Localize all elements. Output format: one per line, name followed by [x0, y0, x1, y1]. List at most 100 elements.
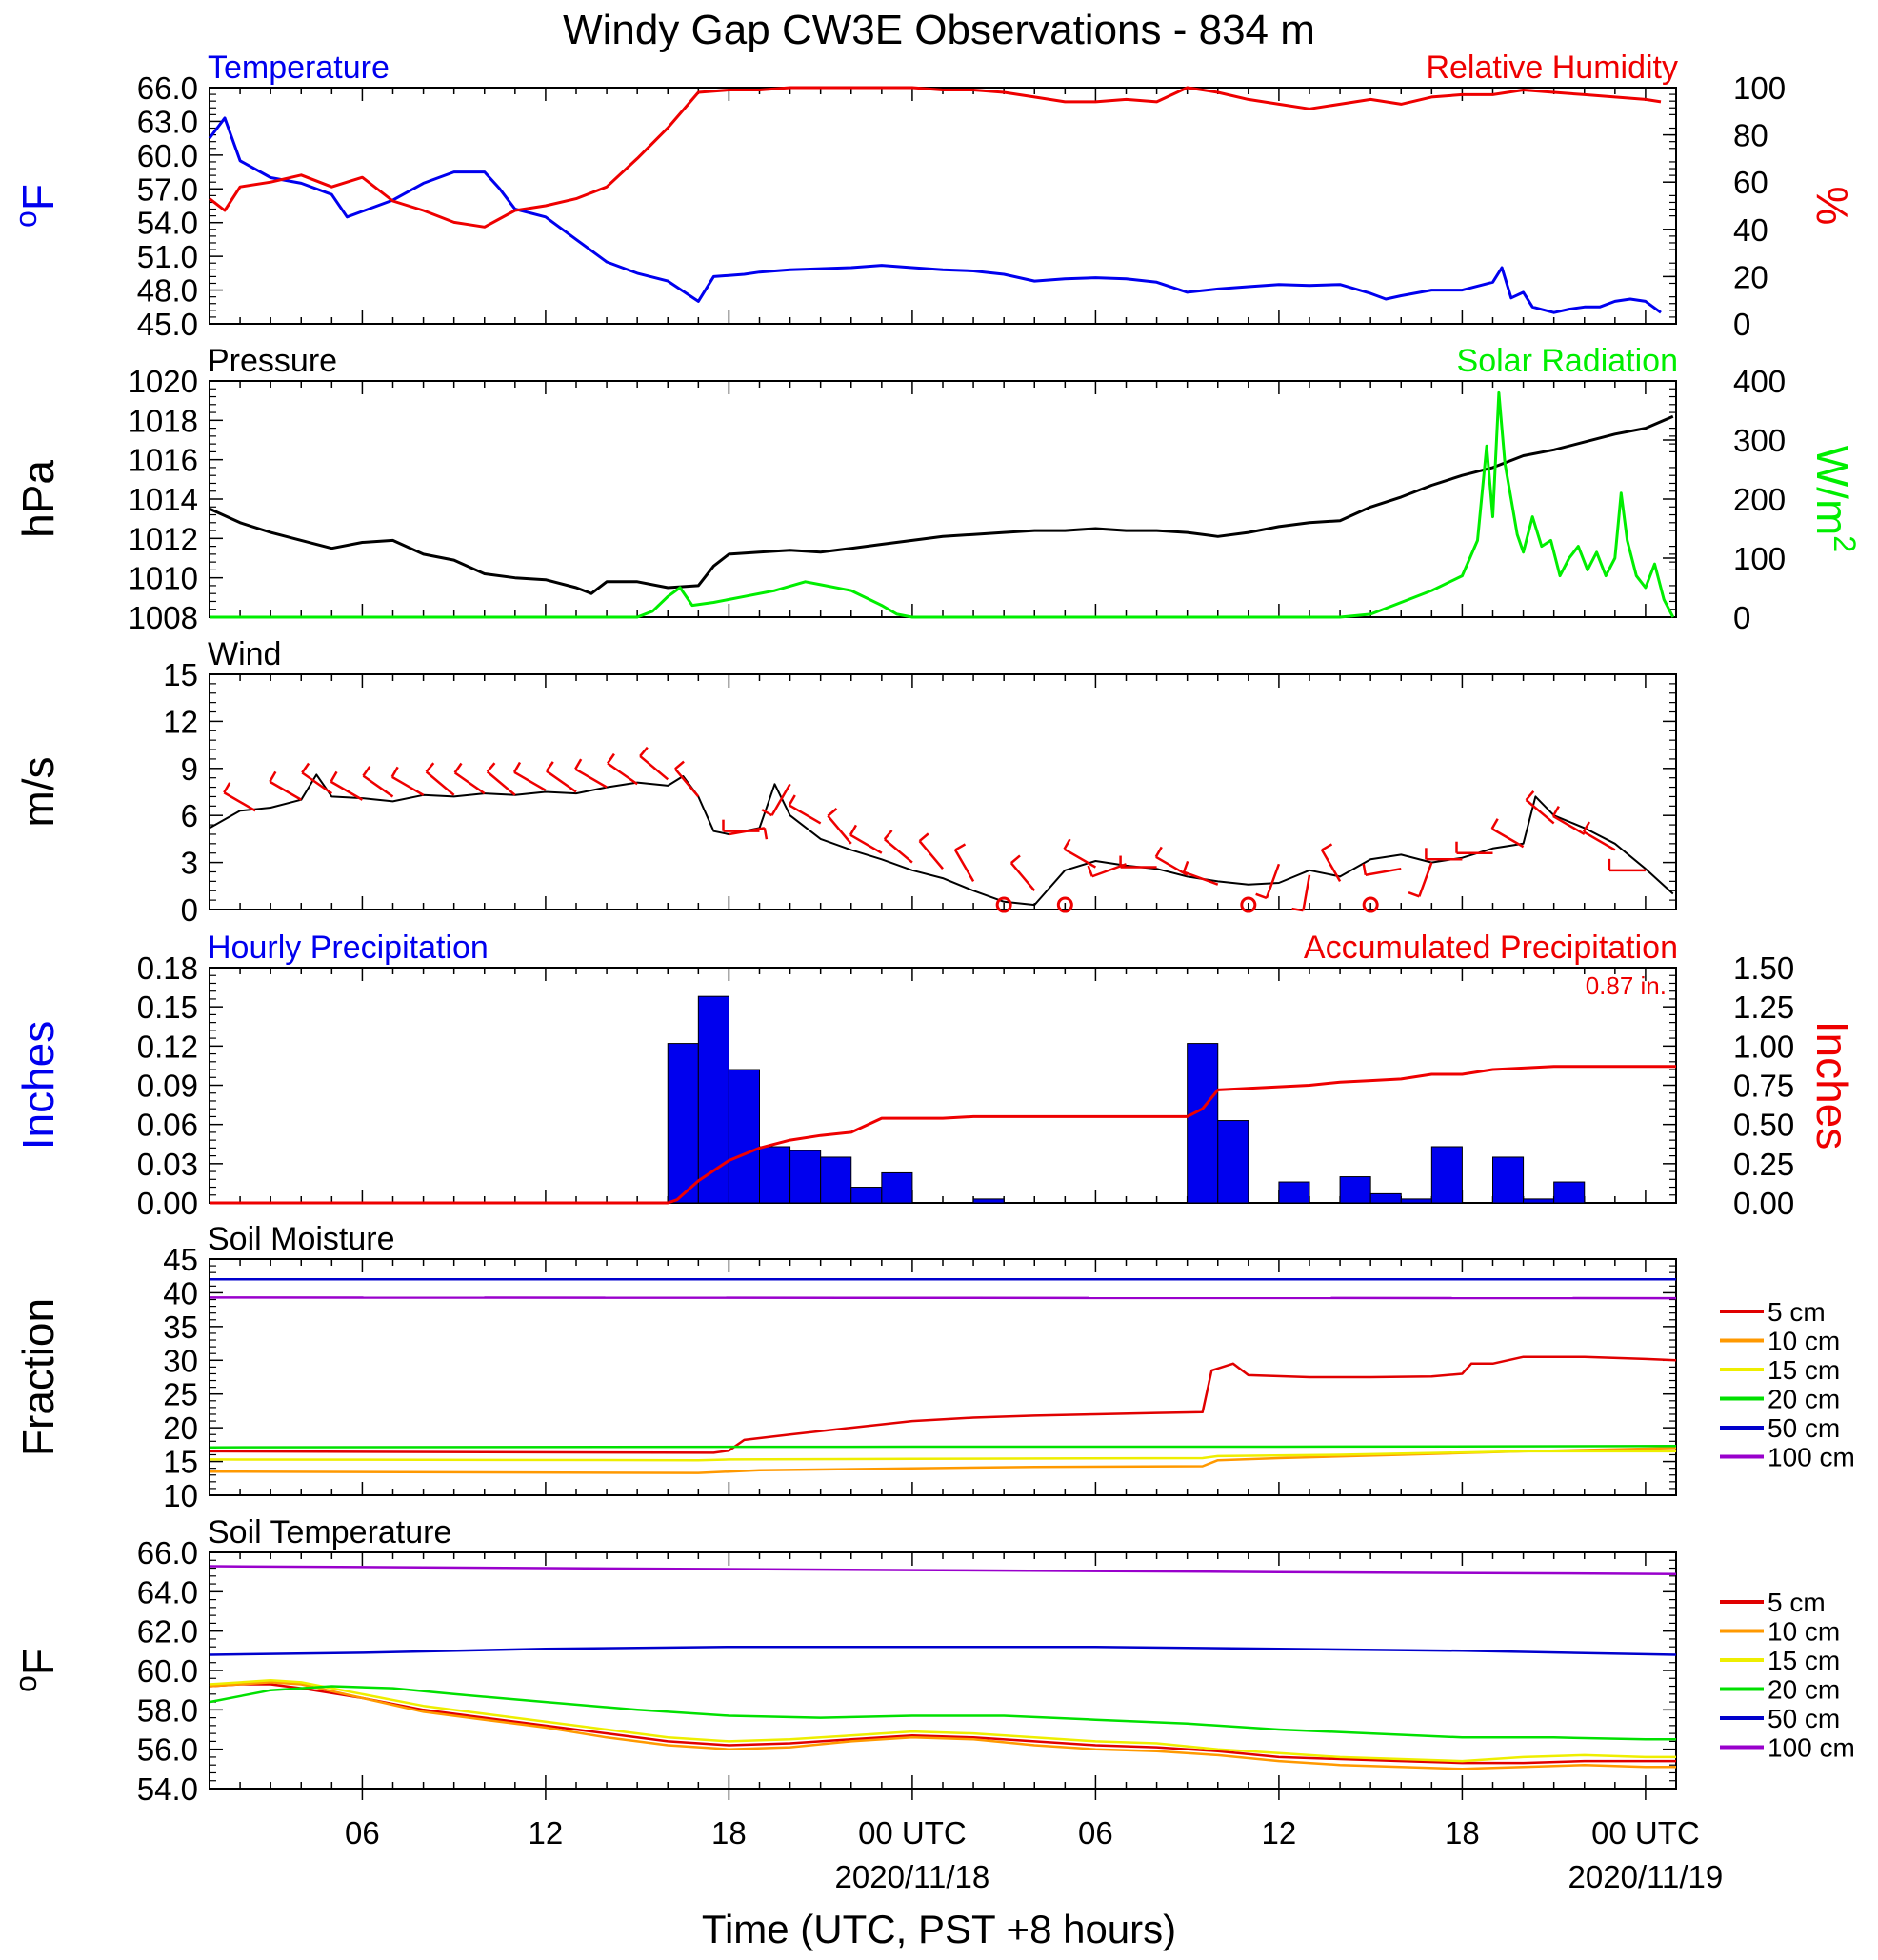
y-tick-label-left: 56.0	[137, 1732, 198, 1768]
wind-barb-feather	[639, 746, 649, 757]
legend-label: 20 cm	[1768, 1675, 1840, 1705]
y-tick-label-left: 6	[181, 798, 198, 833]
plot-frame	[209, 673, 1677, 910]
wind-barb	[789, 804, 822, 825]
x-tick-label: 06	[1078, 1815, 1113, 1850]
wind-barb-feather	[918, 832, 929, 843]
wind-barb-feather	[574, 758, 583, 770]
panel-title-left: Soil Moisture	[208, 1221, 395, 1257]
wind-barb	[1552, 814, 1586, 836]
hourly-precip-bar	[1553, 1181, 1586, 1204]
wind-barb	[362, 774, 394, 798]
temperature-series	[208, 116, 1662, 314]
y-tick-label-left: 45.0	[137, 307, 198, 342]
y-tick-label-left: 54.0	[137, 206, 198, 241]
wind-barb-feather	[1255, 892, 1268, 900]
hourly-precip-bar	[1278, 1181, 1310, 1204]
y-tick-label-right: 300	[1733, 423, 1786, 458]
wind-barb-feather	[883, 830, 893, 840]
depth-series-5	[209, 1565, 1677, 1575]
x-tick-label: 06	[345, 1815, 380, 1850]
figure-title: Windy Gap CW3E Observations - 834 m	[563, 7, 1315, 53]
wind-barb	[1009, 862, 1036, 892]
pressure-series	[209, 414, 1674, 595]
y-tick-label-right: 400	[1733, 364, 1786, 399]
x-tick-label: 00 UTC	[858, 1815, 967, 1850]
wind-barb-feather	[827, 808, 838, 817]
legend-label: 5 cm	[1768, 1297, 1826, 1327]
wind-speed-series	[209, 773, 1674, 907]
wind-barb-feather	[1010, 854, 1021, 865]
panel-0: 45.048.051.054.057.060.063.066.0 0 20 40 60 8…	[9, 50, 1857, 342]
legend-label: 50 cm	[1768, 1413, 1840, 1443]
x-tick-label: 12	[1262, 1815, 1297, 1850]
hourly-precip-bar	[759, 1146, 791, 1204]
wind-barb	[1155, 855, 1189, 876]
y-tick-label-left: 62.0	[137, 1614, 198, 1650]
time-axis: 06 12 18 00 UTC 2020/11/18 06 12 18 00 UTC 2020/1…	[345, 1789, 1723, 1894]
y-tick-label-right: 0.50	[1733, 1108, 1794, 1143]
wind-barb-feather	[1182, 860, 1189, 873]
y-tick-label-left: 58.0	[137, 1692, 198, 1728]
x-tick-label: 18	[1445, 1815, 1480, 1850]
wind-barb	[918, 840, 944, 870]
y-tick-label-left: 9	[181, 751, 198, 787]
wind-barb-feather	[1087, 865, 1093, 877]
wind-barb	[1321, 849, 1342, 882]
wind-barb	[1183, 870, 1219, 886]
wind-barb	[223, 791, 256, 812]
wind-barb-feather	[1362, 863, 1368, 876]
x-tick-label: 18	[711, 1815, 747, 1850]
wind-barb	[770, 783, 791, 816]
wind-barb	[954, 849, 975, 882]
legend-label: 50 cm	[1768, 1704, 1840, 1733]
y-tick-label-right: 60	[1733, 165, 1768, 200]
y-tick-label-right: 1.00	[1733, 1029, 1794, 1064]
panel-3: 0.00 0.03 0.06 0.09 0.12 0.15 0.18 0.00 0.25 0.50…	[13, 930, 1857, 1221]
x-axis-label: Time (UTC, PST +8 hours)	[702, 1907, 1176, 1951]
wind-barb	[1418, 862, 1433, 897]
wind-barb	[1583, 830, 1616, 851]
wind-barb	[574, 768, 608, 789]
wind-barb-feather	[674, 760, 685, 770]
hourly-precip-bar	[1492, 1156, 1525, 1204]
hourly-precip-bar	[850, 1187, 883, 1204]
wind-barb-feather	[763, 828, 769, 840]
wind-barb	[546, 770, 577, 793]
legend-label: 15 cm	[1768, 1646, 1840, 1675]
y-tick-label-left: 0.15	[137, 990, 198, 1025]
y-tick-label-right: 40	[1733, 212, 1768, 248]
plot-frame	[209, 87, 1677, 325]
hourly-precip-bar	[1339, 1176, 1371, 1204]
panel-title-right: Relative Humidity	[1426, 50, 1678, 86]
y-axis-label-left: oF	[9, 1649, 63, 1692]
wind-barb	[673, 768, 700, 798]
hourly-precip-bar	[1523, 1198, 1555, 1204]
depth-series-1	[209, 1681, 1676, 1770]
legend-label: 5 cm	[1768, 1588, 1826, 1617]
depth-series-0	[209, 1355, 1677, 1454]
y-tick-label-right: 20	[1733, 259, 1768, 294]
legend-label: 10 cm	[1768, 1327, 1840, 1356]
legend-label: 10 cm	[1768, 1617, 1840, 1647]
y-tick-label-left: 3	[181, 846, 198, 881]
y-tick-label-right: 0	[1733, 600, 1750, 635]
wind-barb-feather	[1291, 907, 1304, 912]
wind-calm-circle	[1240, 896, 1257, 913]
humidity-series	[209, 86, 1662, 229]
y-tick-label-left: 15	[163, 1445, 198, 1480]
hourly-precip-bar	[820, 1156, 852, 1204]
y-axis-label-left: m/s	[13, 756, 63, 827]
wind-barb-feather	[761, 809, 773, 817]
accumulated-precip-line	[210, 1065, 1676, 1205]
wind-barb	[486, 770, 516, 796]
y-tick-label-left: 1020	[129, 364, 198, 399]
panel-title-left: Hourly Precipitation	[208, 930, 489, 966]
y-tick-label-left: 0.03	[137, 1147, 198, 1182]
wind-barb-feather	[1490, 818, 1499, 830]
wind-barb	[884, 838, 913, 864]
